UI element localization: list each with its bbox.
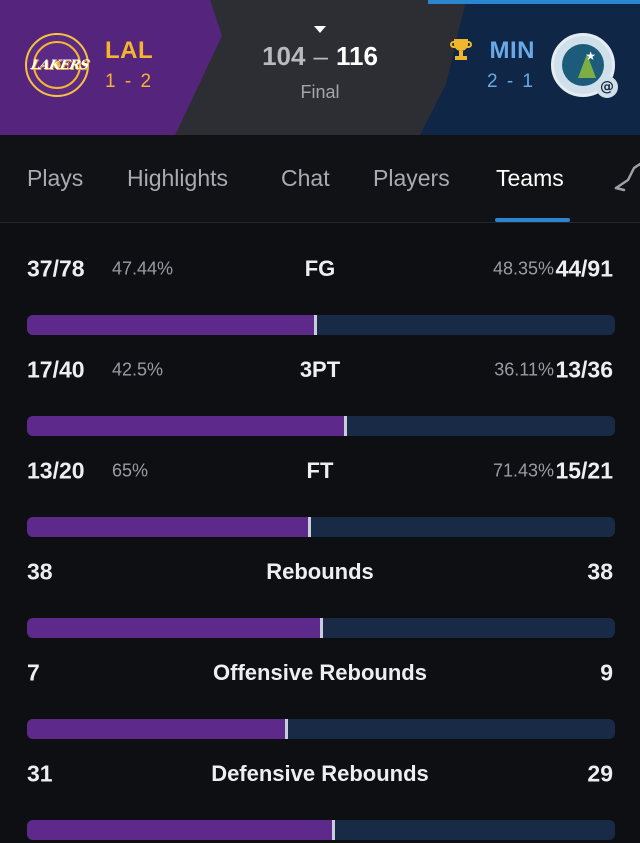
- bar-divider: [344, 416, 347, 436]
- stat-label: Offensive Rebounds: [213, 660, 427, 685]
- away-stat-value: 38: [587, 558, 613, 585]
- away-stat-percent: 48.35%: [492, 258, 554, 279]
- trophy-icon: [449, 39, 472, 63]
- home-stat-percent: 65%: [112, 460, 149, 481]
- stat-row-defensive-rebounds: 31 Defensive Rebounds 29: [0, 729, 640, 840]
- header-accent-line: [428, 0, 640, 4]
- home-stat-value: 31: [27, 760, 53, 787]
- away-team[interactable]: MIN 2 - 1 ★ @: [449, 30, 618, 100]
- away-stat-value: 44/91: [555, 255, 613, 282]
- away-stat-percent: 71.43%: [492, 460, 554, 481]
- tab-chat[interactable]: Chat: [281, 165, 330, 191]
- lakers-logo-wordmark: LAKERS: [29, 58, 91, 73]
- stat-row-offensive-rebounds: 7 Offensive Rebounds 9: [0, 628, 640, 739]
- tab-plays[interactable]: Plays: [27, 165, 84, 191]
- home-stat-value: 37/78: [27, 255, 85, 282]
- away-stat-value: 15/21: [555, 457, 613, 484]
- active-tab-indicator: [495, 218, 570, 222]
- away-stat-value: 13/36: [555, 356, 613, 383]
- comparison-bar: [27, 719, 615, 739]
- stat-row-ft: 13/20 65% FT 71.43% 15/21: [0, 426, 640, 537]
- home-stat-value: 38: [27, 558, 53, 585]
- away-stat-percent: 36.11%: [494, 359, 554, 380]
- stat-row-3pt: 17/40 42.5% 3PT 36.11% 13/36: [0, 325, 640, 436]
- comparison-bar: [27, 517, 615, 537]
- comparison-bar: [27, 416, 615, 436]
- bar-divider: [320, 618, 323, 638]
- away-stat-value: 29: [587, 760, 613, 787]
- home-team[interactable]: LAKERS LAL 1 - 2: [25, 30, 153, 100]
- home-share-fill: [27, 517, 309, 537]
- stat-row-rebounds: 38 Rebounds 38: [0, 527, 640, 638]
- home-team-abbr: LAL: [105, 37, 154, 64]
- home-stat-percent: 47.44%: [112, 258, 174, 279]
- home-share-fill: [27, 719, 286, 739]
- home-team-record: 1 - 2: [105, 71, 154, 92]
- comparison-bar: [27, 820, 615, 840]
- tab-bar: Plays Highlights Chat Players Teams: [0, 135, 640, 223]
- bar-divider: [314, 315, 317, 335]
- comparison-bar: [27, 618, 615, 638]
- tab-highlights[interactable]: Highlights: [127, 165, 228, 191]
- home-score: 104: [262, 41, 306, 71]
- home-stat-value: 17/40: [27, 356, 85, 383]
- team-stats-list: 37/78 47.44% FG 48.35% 44/91 17/40 42.5%…: [0, 224, 640, 840]
- caret-down-icon: [314, 26, 326, 33]
- home-share-fill: [27, 315, 315, 335]
- game-score: 104–116: [220, 41, 420, 72]
- stat-label: 3PT: [299, 357, 341, 382]
- away-team-abbr: MIN: [489, 37, 535, 64]
- comparison-bar: [27, 315, 615, 335]
- shoe-icon[interactable]: [614, 160, 640, 194]
- game-header: LAKERS LAL 1 - 2 104–116 Final MIN 2 - 1…: [0, 0, 640, 135]
- score-dash: –: [313, 41, 328, 71]
- stat-row-fg: 37/78 47.44% FG 48.35% 44/91: [0, 224, 640, 335]
- home-share-fill: [27, 618, 321, 638]
- home-share-fill: [27, 416, 345, 436]
- scoreboard[interactable]: 104–116 Final: [220, 26, 420, 103]
- stat-label: Defensive Rebounds: [211, 761, 429, 786]
- stat-label: Rebounds: [266, 559, 374, 584]
- stat-label: FT: [306, 458, 334, 483]
- home-stat-percent: 42.5%: [112, 359, 164, 380]
- bar-divider: [332, 820, 335, 840]
- away-score: 116: [335, 41, 378, 71]
- stat-label: FG: [304, 256, 336, 281]
- away-team-record: 2 - 1: [486, 71, 535, 92]
- tab-teams[interactable]: Teams: [496, 165, 564, 191]
- at-badge-icon: @: [596, 76, 618, 98]
- away-stat-value: 9: [600, 659, 613, 686]
- game-status: Final: [300, 82, 340, 102]
- home-share-fill: [27, 820, 333, 840]
- timberwolves-logo-icon: ★ @: [551, 33, 618, 98]
- bar-divider: [308, 517, 311, 537]
- bar-divider: [285, 719, 288, 739]
- lakers-logo-icon: LAKERS: [25, 33, 91, 97]
- home-stat-value: 13/20: [27, 457, 85, 484]
- home-stat-value: 7: [27, 659, 40, 686]
- tab-players[interactable]: Players: [373, 165, 450, 191]
